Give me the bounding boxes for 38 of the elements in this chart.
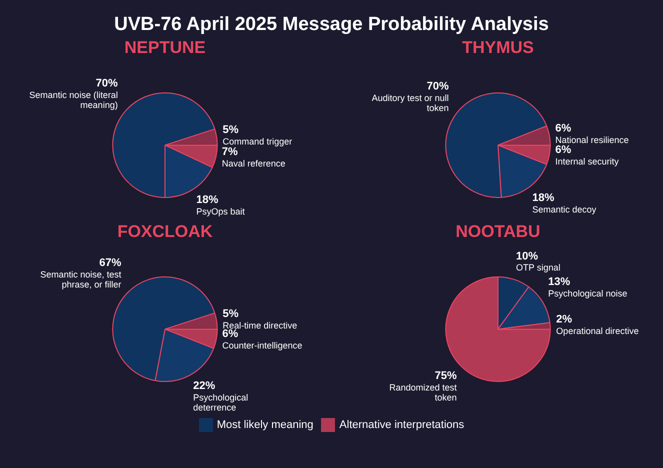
slice-label: Semantic decoy (532, 204, 597, 214)
data-label: 10% (516, 250, 538, 262)
data-label: 6% (555, 144, 572, 156)
slice-label: Semantic noise, test phrase, or filler (40, 270, 122, 290)
slice-label: National resilience (555, 134, 629, 145)
slice-label: Semantic noise (literal meaning) (29, 90, 118, 110)
slice-label: Randomized test token (389, 382, 458, 402)
data-label: 13% (548, 276, 570, 288)
data-label: 75% (434, 370, 457, 382)
data-label: 7% (222, 146, 238, 158)
slice-label: PsyOps bait (196, 206, 246, 216)
data-label: 6% (555, 122, 572, 134)
text: Most likely meaning (216, 419, 314, 431)
slice-label: Naval reference (222, 158, 286, 168)
slice-label: Command trigger (222, 136, 292, 147)
data-label: 18% (196, 194, 218, 206)
data-label: 67% (99, 257, 122, 270)
data-label: 5% (222, 124, 239, 136)
data-label: 22% (193, 380, 216, 392)
slice-label: Psychological noise (548, 288, 628, 299)
slice-label: Psychological deterrence (193, 392, 248, 412)
slice-label: Operational directive (556, 326, 639, 336)
slice-label: Internal security (555, 156, 620, 167)
data-label: 6% (222, 328, 238, 340)
data-label: 70% (96, 77, 118, 90)
data-label: 70% (426, 80, 449, 92)
chart-title: FOXCLOAK (117, 222, 214, 241)
slice-label: Auditory test or null token (372, 92, 449, 113)
data-label: 18% (532, 192, 555, 204)
slice-label: Counter-intelligence (222, 340, 302, 351)
text: Alternative interpretations (339, 419, 464, 431)
chart-title: NEPTUNE (124, 38, 206, 57)
slice-label: OTP signal (516, 262, 560, 273)
text: UVB-76 April 2025 Message Probability Analysis (113, 14, 550, 36)
chart-title: THYMUS (462, 38, 534, 57)
data-label: 2% (556, 314, 572, 326)
chart-title: NOOTABU (456, 222, 540, 241)
data-label: 5% (222, 308, 239, 320)
